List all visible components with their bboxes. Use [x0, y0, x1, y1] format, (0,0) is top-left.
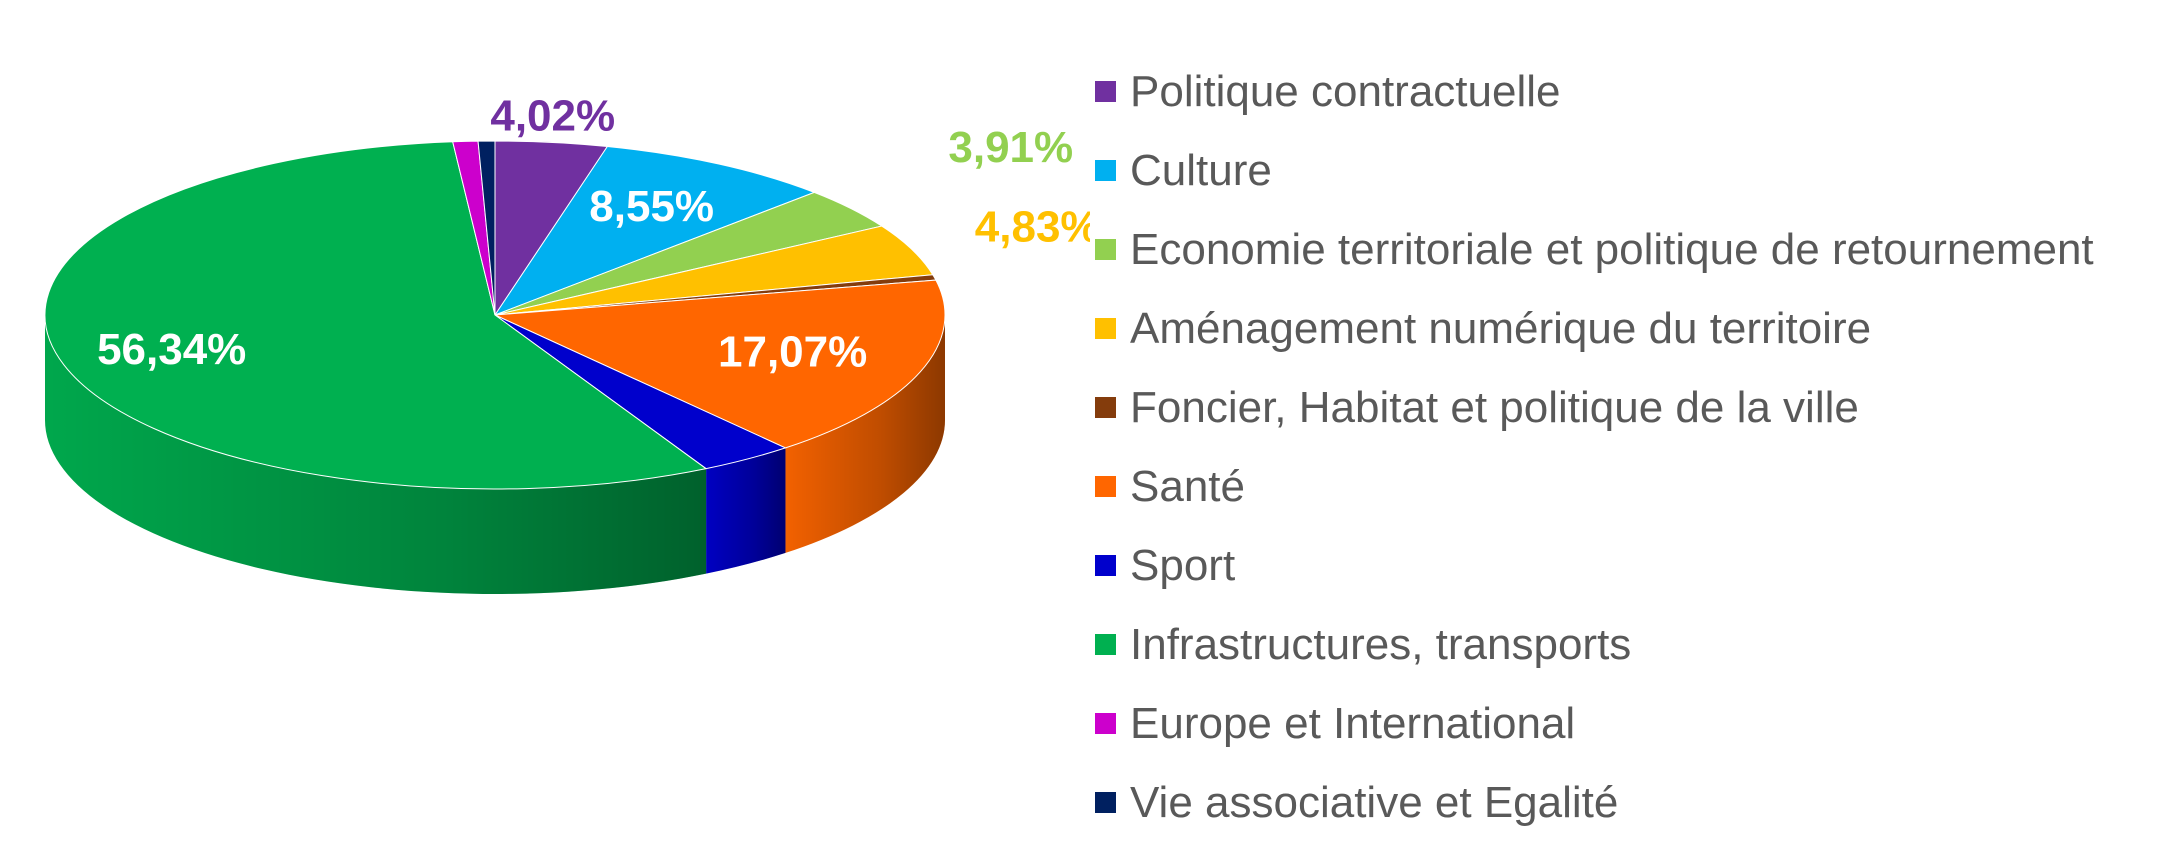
legend-label: Culture	[1130, 145, 1272, 195]
legend-label: Economie territoriale et politique de re…	[1130, 224, 2094, 274]
legend-label: Foncier, Habitat et politique de la vill…	[1130, 382, 1859, 432]
side-sante-shade	[785, 315, 945, 553]
legend-item-sport: Sport	[1095, 526, 2094, 605]
legend-swatch	[1095, 160, 1116, 181]
slice-sante	[493, 279, 946, 449]
legend-label: Sport	[1130, 540, 1236, 590]
legend-item-infrastructures-transports: Infrastructures, transports	[1095, 605, 2094, 684]
legend-item-sante: Santé	[1095, 447, 2094, 526]
legend: Politique contractuelle Culture Economie t…	[1095, 52, 2094, 842]
legend-swatch	[1095, 634, 1116, 655]
data-label-economie-territoriale-et-politique-de-retournement: 3,91%	[948, 123, 1073, 172]
pie-sides	[45, 315, 945, 594]
side-sport-shade	[706, 447, 786, 574]
data-label-amenagement-numerique-du-territoire: 4,83%	[975, 203, 1090, 252]
data-labels: 4,02% 8,55% 3,91% 4,83% 17,07% 56,34%	[97, 92, 1090, 377]
pie-slices	[44, 140, 946, 490]
legend-swatch	[1095, 318, 1116, 339]
legend-swatch	[1095, 81, 1116, 102]
data-label-infrastructures-transports: 56,34%	[97, 325, 246, 374]
data-label-politique-contractuelle: 4,02%	[490, 92, 615, 141]
legend-swatch	[1095, 239, 1116, 260]
legend-item-europe-et-international: Europe et International	[1095, 684, 2094, 763]
legend-swatch	[1095, 555, 1116, 576]
slice-infrastructures-transports	[44, 141, 708, 490]
legend-item-foncier-habitat-et-politique-de-la-ville: Foncier, Habitat et politique de la vill…	[1095, 368, 2094, 447]
legend-swatch	[1095, 397, 1116, 418]
legend-swatch	[1095, 713, 1116, 734]
legend-label: Europe et International	[1130, 698, 1576, 748]
slice-culture	[493, 145, 816, 317]
legend-item-vie-associative-et-egalite: Vie associative et Egalité	[1095, 763, 2094, 842]
legend-label: Politique contractuelle	[1130, 66, 1561, 116]
legend-label: Santé	[1130, 461, 1245, 511]
legend-label: Infrastructures, transports	[1130, 619, 1632, 669]
legend-item-politique-contractuelle: Politique contractuelle	[1095, 52, 2094, 131]
legend-item-amenagement-numerique-du-territoire: Aménagement numérique du territoire	[1095, 289, 2094, 368]
legend-swatch	[1095, 792, 1116, 813]
pie-chart: 4,02% 8,55% 3,91% 4,83% 17,07% 56,34%	[44, 92, 1090, 594]
data-label-culture: 8,55%	[589, 182, 714, 231]
side-infrastructures-transports-shade	[45, 315, 707, 594]
slice-vie-associative-et-egalite	[477, 140, 496, 316]
legend-item-culture: Culture	[1095, 131, 2094, 210]
legend-swatch	[1095, 476, 1116, 497]
legend-label: Aménagement numérique du territoire	[1130, 303, 1872, 353]
legend-item-economie-territoriale-et-politique-de-retournement: Economie territoriale et politique de re…	[1095, 210, 2094, 289]
data-label-sante: 17,07%	[718, 328, 867, 377]
legend-label: Vie associative et Egalité	[1130, 777, 1619, 827]
